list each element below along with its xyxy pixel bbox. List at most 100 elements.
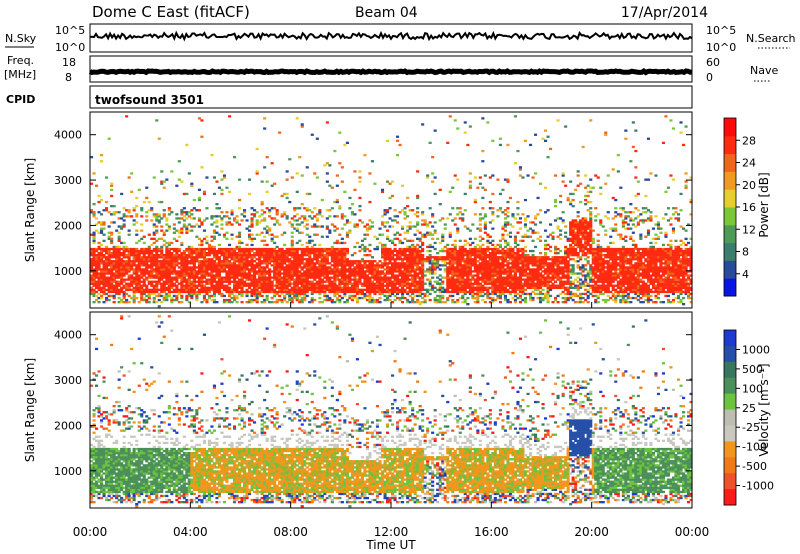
heatmap-cell — [491, 274, 495, 277]
heatmap-cell — [192, 276, 196, 279]
heatmap-cell — [328, 268, 332, 271]
heatmap-cell — [117, 282, 121, 285]
heatmap-cell — [426, 270, 430, 273]
heatmap-cell — [523, 217, 527, 220]
heatmap-cell — [498, 282, 502, 285]
heatmap-cell — [142, 256, 146, 259]
heatmap-cell — [536, 196, 540, 200]
heatmap-cell — [255, 262, 259, 265]
heatmap-cell — [353, 272, 357, 275]
heatmap-cell — [506, 241, 510, 245]
heatmap-cell — [471, 252, 475, 255]
heatmap-cell — [335, 290, 339, 294]
heatmap-cell — [187, 245, 191, 249]
heatmap-cell — [230, 237, 234, 240]
heatmap-cell — [253, 209, 257, 212]
heatmap-cell — [283, 276, 287, 279]
heatmap-cell — [278, 252, 282, 255]
heatmap-cell — [398, 288, 402, 291]
heatmap-cell — [210, 288, 214, 291]
heatmap-cell — [112, 294, 116, 298]
heatmap-cell — [210, 270, 214, 273]
heatmap-cell — [207, 294, 211, 298]
heatmap-cell — [197, 270, 201, 273]
heatmap-cell — [363, 225, 367, 228]
heatmap-cell — [165, 266, 169, 269]
heatmap-cell — [238, 207, 242, 210]
heatmap-cell — [348, 264, 352, 267]
heatmap-cell — [285, 292, 289, 296]
heatmap-cell — [426, 176, 430, 179]
heatmap-cell — [446, 249, 450, 253]
heatmap-cell — [506, 207, 510, 210]
heatmap-cell — [448, 268, 452, 271]
heatmap-cell — [338, 284, 342, 287]
heatmap-cell — [265, 256, 269, 259]
heatmap-cell — [308, 274, 312, 277]
heatmap-cell — [325, 254, 329, 257]
heatmap-cell — [205, 286, 209, 289]
heatmap-cell — [363, 288, 367, 291]
heatmap-cell — [115, 292, 119, 296]
heatmap-cell — [273, 207, 277, 210]
heatmap-cell — [375, 247, 379, 251]
heatmap-cell — [137, 266, 141, 269]
heatmap-cell — [436, 280, 440, 283]
heatmap-cell — [238, 284, 242, 287]
heatmap-cell — [200, 166, 204, 169]
heatmap-cell — [215, 254, 219, 257]
heatmap-cell — [396, 154, 400, 157]
heatmap-cell — [170, 282, 174, 285]
heatmap-cell — [483, 262, 487, 265]
heatmap-cell — [95, 264, 99, 267]
heatmap-cell — [167, 252, 171, 255]
heatmap-cell — [305, 266, 309, 269]
heatmap-cell — [245, 249, 249, 253]
heatmap-cell — [263, 268, 267, 271]
heatmap-cell — [265, 231, 269, 234]
heatmap-cell — [167, 272, 171, 275]
heatmap-cell — [200, 223, 204, 226]
heatmap-cell — [360, 266, 364, 269]
heatmap-cell — [493, 268, 497, 271]
heatmap-cell — [381, 221, 385, 224]
heatmap-cell — [426, 268, 430, 271]
heatmap-cell — [92, 270, 96, 273]
heatmap-cell — [333, 301, 337, 304]
heatmap-cell — [481, 243, 485, 247]
heatmap-cell — [458, 288, 462, 291]
heatmap-cell — [413, 290, 417, 294]
heatmap-cell — [160, 268, 164, 271]
heatmap-cell — [438, 301, 442, 304]
heatmap-cell — [365, 233, 369, 236]
heatmap-cell — [436, 237, 440, 240]
heatmap-cell — [212, 260, 216, 263]
heatmap-cell — [333, 260, 337, 263]
heatmap-cell — [185, 270, 189, 273]
heatmap-cell — [303, 296, 307, 300]
heatmap-cell — [162, 215, 166, 218]
freq-unit: [MHz] — [4, 68, 36, 81]
heatmap-cell — [222, 258, 226, 261]
heatmap-cell — [308, 192, 312, 196]
heatmap-cell — [378, 292, 382, 296]
heatmap-cell — [165, 294, 169, 298]
heatmap-cell — [330, 270, 334, 273]
heatmap-cell — [180, 266, 184, 269]
heatmap-cell — [483, 301, 487, 304]
heatmap-cell — [273, 235, 277, 238]
heatmap-cell — [187, 278, 191, 281]
heatmap-cell — [205, 298, 209, 302]
heatmap-cell — [97, 245, 101, 249]
heatmap-cell — [340, 166, 344, 169]
heatmap-cell — [140, 247, 144, 251]
heatmap-cell — [436, 262, 440, 265]
heatmap-cell — [333, 274, 337, 277]
heatmap-cell — [197, 276, 201, 279]
heatmap-cell — [360, 288, 364, 291]
heatmap-cell — [175, 276, 179, 279]
heatmap-cell — [478, 270, 482, 273]
heatmap-cell — [245, 264, 249, 267]
heatmap-cell — [418, 292, 422, 296]
heatmap-cell — [130, 296, 134, 300]
